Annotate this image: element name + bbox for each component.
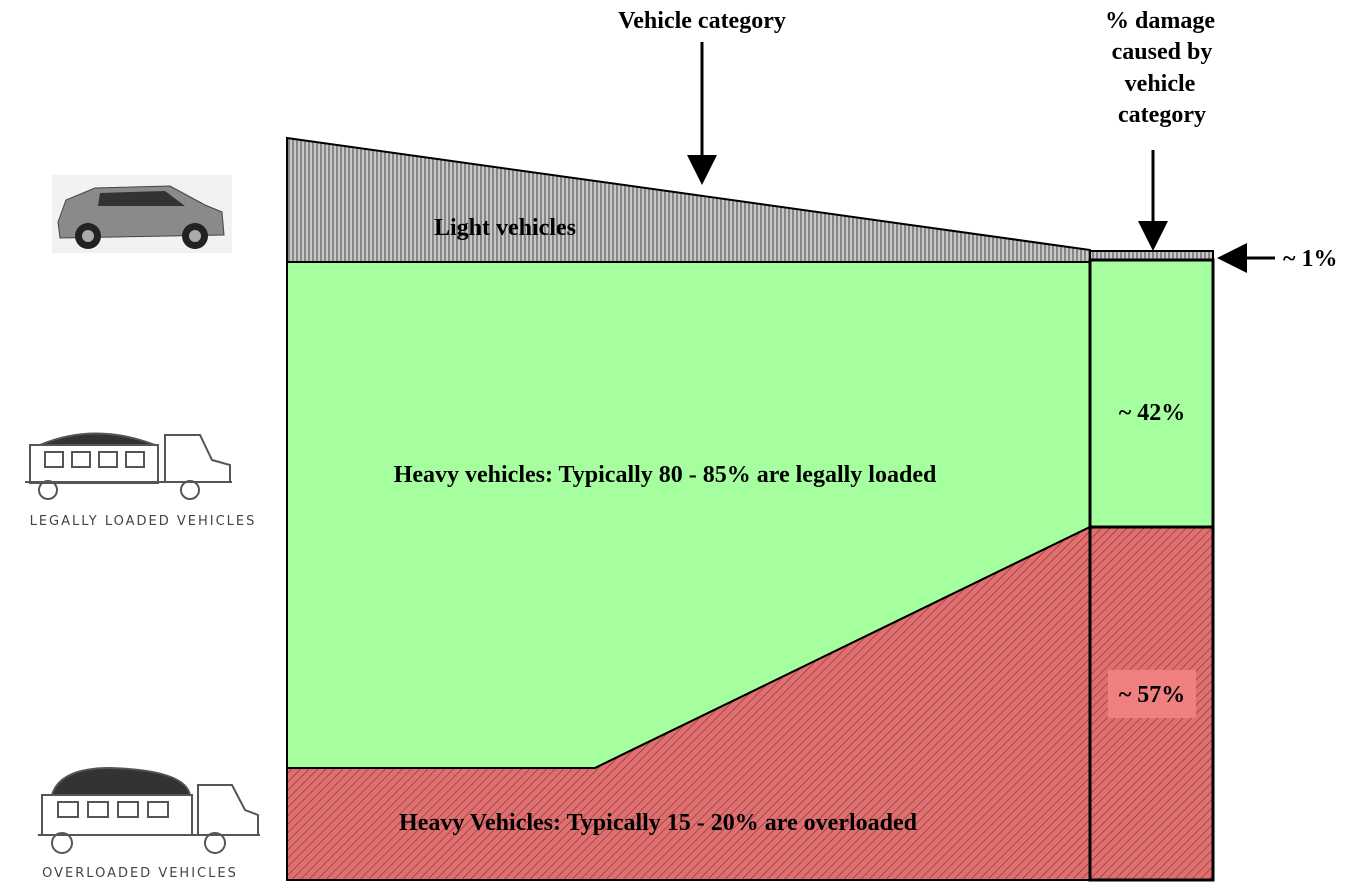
damage-header: % damage: [1105, 8, 1215, 34]
light-label: Light vehicles: [434, 215, 576, 241]
main-shape: [287, 138, 1213, 880]
overloaded-truck-icon: [38, 768, 260, 853]
damage-header: vehicle: [1125, 71, 1196, 97]
damage-overloaded-label: ~ 57%: [1119, 682, 1185, 708]
overloaded-label: Heavy Vehicles: Typically 15 - 20% are o…: [399, 810, 918, 836]
damage-legal-label: ~ 42%: [1119, 400, 1185, 426]
light-region: [287, 138, 1090, 262]
overloaded-icon-label: OVERLOADED VEHICLES: [42, 866, 238, 881]
header-vehicle-category: Vehicle category: [618, 8, 786, 34]
damage-header: caused by: [1112, 39, 1213, 65]
damage-legal: [1090, 260, 1213, 527]
diagram: Vehicle category % damage caused by vehi…: [0, 0, 1355, 885]
legal-truck-icon: [25, 434, 232, 500]
legal-label: Heavy vehicles: Typically 80 - 85% are l…: [394, 462, 937, 488]
legal-icon-label: LEGALLY LOADED VEHICLES: [30, 514, 257, 529]
car-icon: [52, 175, 232, 253]
damage-header: category: [1118, 102, 1206, 128]
damage-light-label: ~ 1%: [1283, 246, 1337, 272]
